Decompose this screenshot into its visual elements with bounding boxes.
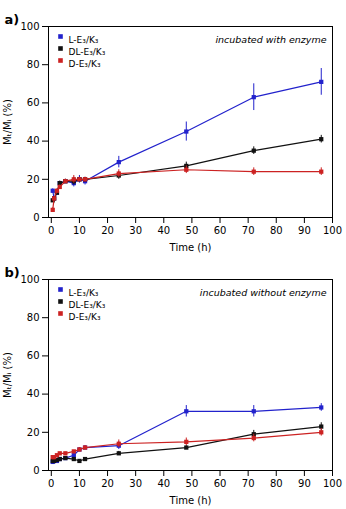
svg-text:100: 100 bbox=[323, 478, 342, 489]
svg-text:70: 70 bbox=[242, 225, 255, 236]
svg-text:0: 0 bbox=[48, 478, 54, 489]
svg-text:90: 90 bbox=[298, 225, 311, 236]
svg-text:80: 80 bbox=[27, 59, 40, 70]
svg-text:DL-E₃/K₃: DL-E₃/K₃ bbox=[69, 300, 106, 310]
svg-text:Mₜ/Mᵢ (%): Mₜ/Mᵢ (%) bbox=[2, 99, 13, 145]
svg-text:D-E₃/K₃: D-E₃/K₃ bbox=[69, 59, 101, 69]
svg-text:70: 70 bbox=[242, 478, 255, 489]
svg-text:L-E₃/K₃: L-E₃/K₃ bbox=[69, 288, 99, 298]
svg-text:100: 100 bbox=[20, 274, 39, 285]
svg-text:100: 100 bbox=[20, 21, 39, 32]
svg-text:50: 50 bbox=[186, 478, 199, 489]
svg-text:20: 20 bbox=[101, 225, 114, 236]
svg-text:0: 0 bbox=[33, 465, 39, 476]
svg-text:10: 10 bbox=[73, 478, 86, 489]
svg-text:incubated with enzyme: incubated with enzyme bbox=[215, 34, 326, 45]
svg-text:Mₜ/Mᵢ (%): Mₜ/Mᵢ (%) bbox=[2, 352, 13, 398]
svg-text:incubated without enzyme: incubated without enzyme bbox=[200, 287, 327, 298]
svg-text:b): b) bbox=[5, 265, 20, 280]
svg-text:20: 20 bbox=[27, 427, 40, 438]
svg-text:50: 50 bbox=[186, 225, 199, 236]
svg-text:DL-E₃/K₃: DL-E₃/K₃ bbox=[69, 47, 106, 57]
svg-text:80: 80 bbox=[270, 478, 283, 489]
svg-text:30: 30 bbox=[129, 225, 142, 236]
svg-text:D-E₃/K₃: D-E₃/K₃ bbox=[69, 312, 101, 322]
svg-text:40: 40 bbox=[157, 478, 170, 489]
svg-text:100: 100 bbox=[323, 225, 342, 236]
svg-text:60: 60 bbox=[214, 478, 227, 489]
svg-text:0: 0 bbox=[48, 225, 54, 236]
svg-text:40: 40 bbox=[27, 388, 40, 399]
svg-text:L-E₃/K₃: L-E₃/K₃ bbox=[69, 35, 99, 45]
svg-text:20: 20 bbox=[101, 478, 114, 489]
svg-text:60: 60 bbox=[27, 97, 40, 108]
svg-text:0: 0 bbox=[33, 212, 39, 223]
svg-text:80: 80 bbox=[270, 225, 283, 236]
svg-text:a): a) bbox=[5, 12, 20, 27]
svg-text:60: 60 bbox=[27, 350, 40, 361]
svg-text:Time (h): Time (h) bbox=[169, 242, 212, 253]
svg-text:90: 90 bbox=[298, 478, 311, 489]
svg-text:20: 20 bbox=[27, 174, 40, 185]
svg-text:40: 40 bbox=[27, 135, 40, 146]
svg-text:60: 60 bbox=[214, 225, 227, 236]
svg-text:30: 30 bbox=[129, 478, 142, 489]
svg-text:80: 80 bbox=[27, 312, 40, 323]
svg-text:Time (h): Time (h) bbox=[169, 495, 212, 506]
svg-text:40: 40 bbox=[157, 225, 170, 236]
svg-text:10: 10 bbox=[73, 225, 86, 236]
